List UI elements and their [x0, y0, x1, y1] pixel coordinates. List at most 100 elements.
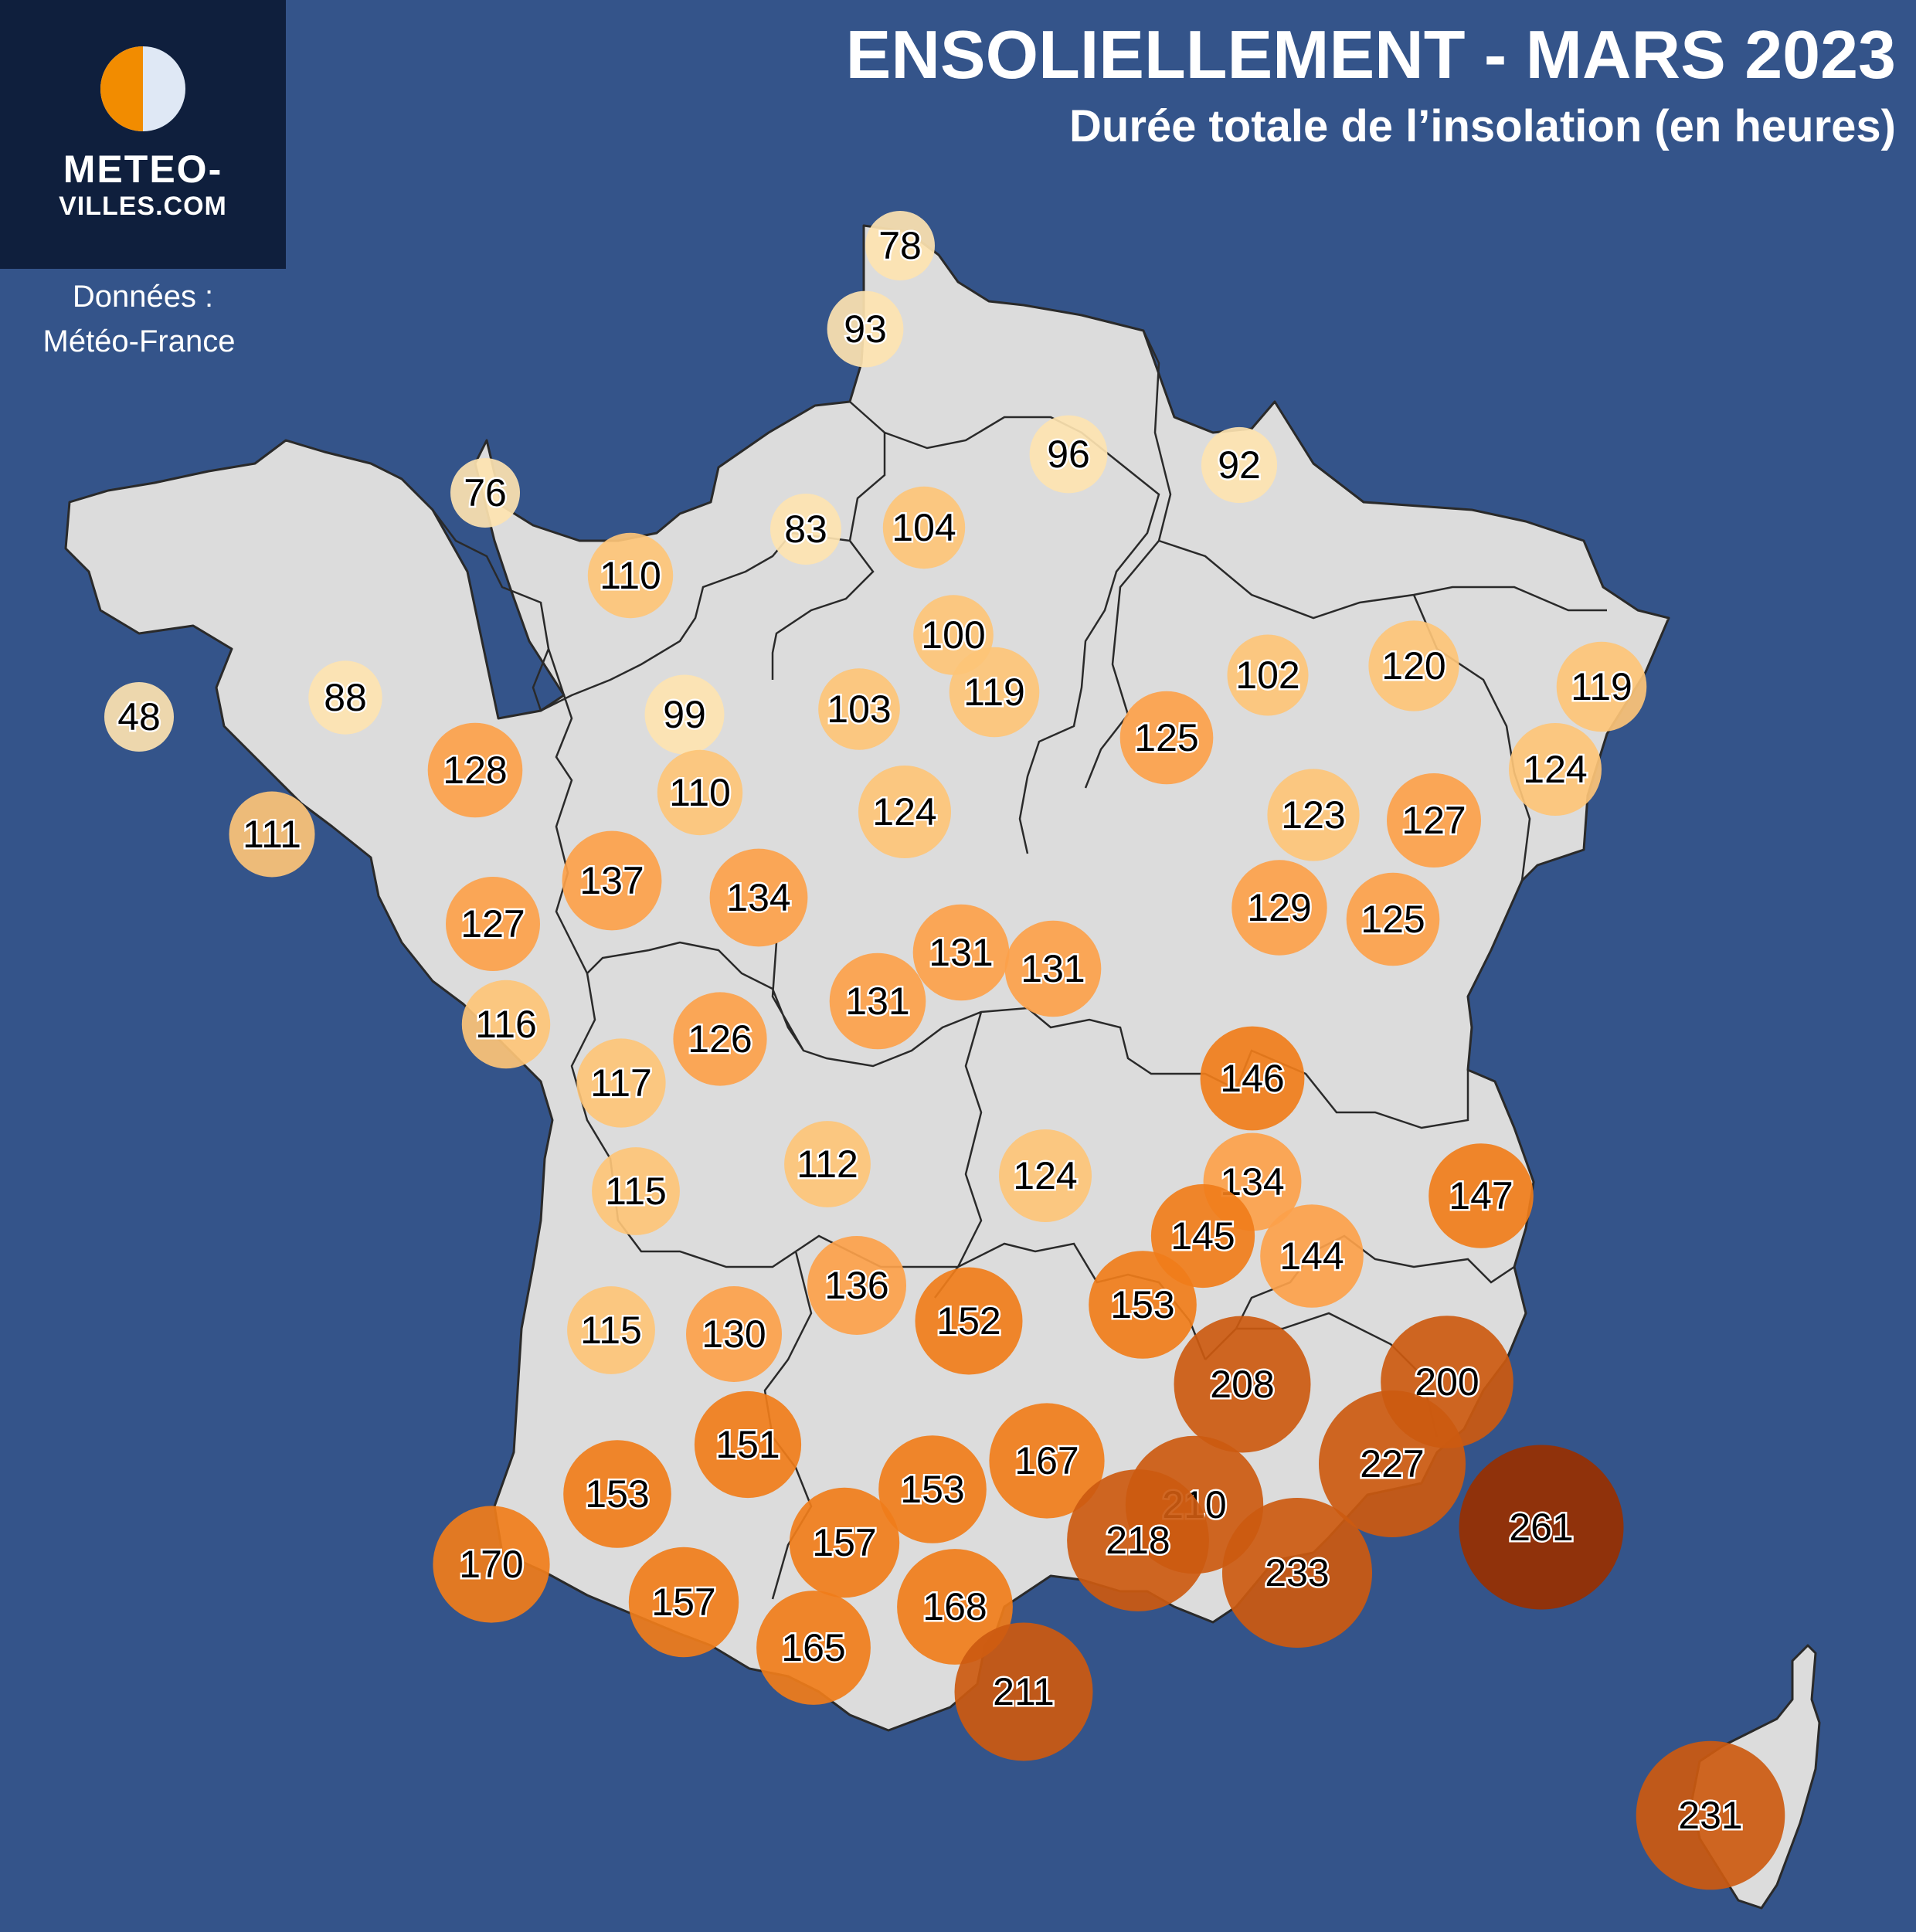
station-bubble: [882, 486, 966, 569]
map-subtitle: Durée totale de l’insolation (en heures): [1069, 101, 1896, 151]
station-bubble: [427, 722, 523, 818]
station-value-label: 103: [827, 688, 891, 731]
station-bubble: [308, 660, 382, 735]
station-value-label: 110: [669, 771, 731, 814]
station-bubble: [1150, 1183, 1255, 1289]
station-bubble: [567, 1286, 655, 1374]
station-bubble: [865, 211, 935, 280]
station-marker: 126: [673, 992, 767, 1086]
station-marker: 110: [657, 749, 743, 836]
station-marker: 167: [989, 1403, 1105, 1519]
station-bubble: [1636, 1740, 1785, 1890]
station-marker: 227: [1319, 1390, 1466, 1537]
station-marker: 119: [949, 647, 1040, 738]
station-marker: 211: [954, 1622, 1093, 1761]
station-marker: 127: [1387, 773, 1481, 868]
station-value-label: 124: [1523, 748, 1587, 791]
station-value-label: 146: [1220, 1057, 1284, 1100]
station-value-label: 147: [1449, 1174, 1513, 1217]
station-marker: 131: [829, 952, 926, 1050]
station-marker: 134: [709, 848, 808, 947]
station-bubble: [1174, 1316, 1311, 1453]
station-bubble: [829, 952, 926, 1050]
station-bubble: [562, 830, 662, 931]
station-value-label: 126: [688, 1017, 752, 1061]
station-marker: 129: [1231, 860, 1327, 956]
station-bubble: [1260, 1204, 1364, 1308]
station-bubble: [592, 1147, 680, 1235]
station-marker: 131: [912, 904, 1010, 1001]
station-bubble: [818, 668, 900, 750]
station-bubble: [1227, 634, 1309, 716]
station-value-label: 88: [324, 676, 367, 719]
station-value-label: 129: [1247, 886, 1311, 929]
station-marker: 137: [562, 830, 662, 931]
station-bubble: [1319, 1390, 1466, 1537]
station-value-label: 125: [1134, 716, 1198, 759]
station-value-label: 110: [600, 554, 661, 597]
station-bubble: [1368, 620, 1459, 711]
station-value-label: 124: [872, 790, 936, 834]
map-title: ENSOLIELLEMENT - MARS 2023: [845, 16, 1896, 93]
station-marker: 48: [104, 682, 174, 752]
station-marker: 123: [1267, 769, 1360, 861]
station-value-label: 152: [936, 1299, 1000, 1343]
station-value-label: 136: [824, 1264, 888, 1307]
station-bubble: [807, 1236, 906, 1335]
station-marker: 93: [827, 290, 904, 368]
station-value-label: 83: [784, 508, 827, 551]
station-value-label: 131: [1021, 947, 1085, 990]
station-marker: 208: [1174, 1316, 1311, 1453]
station-value-label: 111: [243, 813, 301, 856]
station-value-label: 200: [1415, 1360, 1479, 1404]
station-marker: 130: [686, 1286, 782, 1382]
station-value-label: 208: [1210, 1363, 1274, 1406]
station-bubble: [628, 1547, 739, 1658]
data-source-label: Données :: [72, 280, 214, 314]
station-bubble: [1029, 415, 1108, 494]
station-value-label: 151: [715, 1423, 780, 1466]
station-marker: 124: [1509, 723, 1602, 816]
station-marker: 233: [1222, 1498, 1372, 1648]
station-value-label: 102: [1235, 654, 1299, 697]
station-bubble: [1004, 920, 1102, 1017]
station-value-label: 123: [1281, 793, 1345, 837]
station-marker: 115: [567, 1286, 655, 1374]
station-marker: 99: [644, 674, 725, 755]
logo-text-line2: VILLES.COM: [59, 192, 227, 221]
station-value-label: 231: [1678, 1794, 1742, 1837]
station-marker: 116: [461, 980, 551, 1069]
station-marker: 231: [1636, 1740, 1785, 1890]
station-marker: 165: [756, 1591, 871, 1705]
station-value-label: 227: [1360, 1442, 1424, 1486]
station-value-label: 112: [797, 1143, 858, 1186]
station-bubble: [1387, 773, 1481, 868]
station-value-label: 218: [1106, 1519, 1170, 1562]
station-value-label: 137: [579, 859, 644, 902]
station-marker: 110: [587, 532, 674, 619]
station-value-label: 211: [993, 1670, 1055, 1713]
logo[interactable]: METEO- VILLES.COM: [0, 0, 286, 269]
data-source-name: Météo-France: [42, 324, 236, 358]
station-bubble: [694, 1390, 802, 1499]
station-marker: 152: [915, 1267, 1023, 1375]
station-marker: 151: [694, 1390, 802, 1499]
station-marker: 147: [1429, 1143, 1534, 1248]
station-value-label: 100: [921, 613, 985, 657]
station-marker: 104: [882, 486, 966, 569]
station-value-label: 131: [845, 980, 909, 1023]
station-value-label: 130: [702, 1312, 766, 1356]
station-marker: 115: [592, 1147, 680, 1235]
station-value-label: 157: [812, 1521, 876, 1564]
station-bubble: [1201, 426, 1278, 504]
station-value-label: 124: [1013, 1154, 1077, 1197]
station-value-label: 165: [781, 1626, 845, 1669]
station-bubble: [229, 791, 315, 878]
station-marker: 145: [1150, 1183, 1255, 1289]
station-marker: 124: [999, 1129, 1092, 1222]
station-value-label: 168: [922, 1585, 987, 1628]
station-value-label: 115: [580, 1309, 642, 1352]
station-bubble: [709, 848, 808, 947]
station-value-label: 153: [1110, 1283, 1174, 1326]
